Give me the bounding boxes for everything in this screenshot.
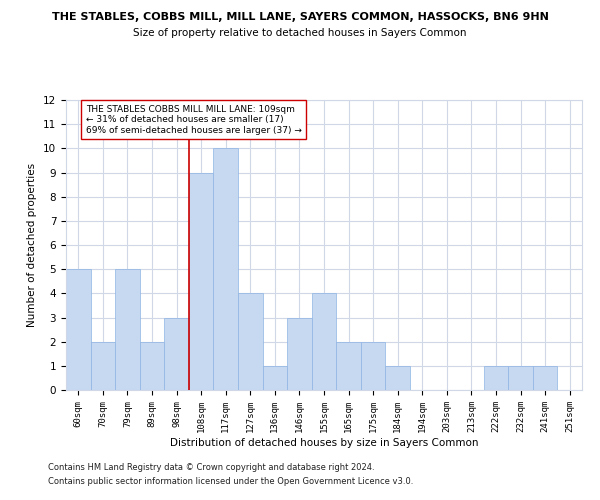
Bar — [164, 318, 189, 390]
Bar — [66, 269, 91, 390]
Text: THE STABLES COBBS MILL MILL LANE: 109sqm
← 31% of detached houses are smaller (1: THE STABLES COBBS MILL MILL LANE: 109sqm… — [86, 105, 302, 134]
Text: Size of property relative to detached houses in Sayers Common: Size of property relative to detached ho… — [133, 28, 467, 38]
X-axis label: Distribution of detached houses by size in Sayers Common: Distribution of detached houses by size … — [170, 438, 478, 448]
Bar — [385, 366, 410, 390]
Bar — [91, 342, 115, 390]
Bar — [508, 366, 533, 390]
Bar — [336, 342, 361, 390]
Text: THE STABLES, COBBS MILL, MILL LANE, SAYERS COMMON, HASSOCKS, BN6 9HN: THE STABLES, COBBS MILL, MILL LANE, SAYE… — [52, 12, 548, 22]
Bar — [287, 318, 312, 390]
Bar — [189, 172, 214, 390]
Y-axis label: Number of detached properties: Number of detached properties — [28, 163, 37, 327]
Bar — [263, 366, 287, 390]
Bar — [140, 342, 164, 390]
Bar — [214, 148, 238, 390]
Bar — [312, 294, 336, 390]
Text: Contains HM Land Registry data © Crown copyright and database right 2024.: Contains HM Land Registry data © Crown c… — [48, 464, 374, 472]
Bar — [484, 366, 508, 390]
Text: Contains public sector information licensed under the Open Government Licence v3: Contains public sector information licen… — [48, 477, 413, 486]
Bar — [361, 342, 385, 390]
Bar — [238, 294, 263, 390]
Bar — [533, 366, 557, 390]
Bar — [115, 269, 140, 390]
